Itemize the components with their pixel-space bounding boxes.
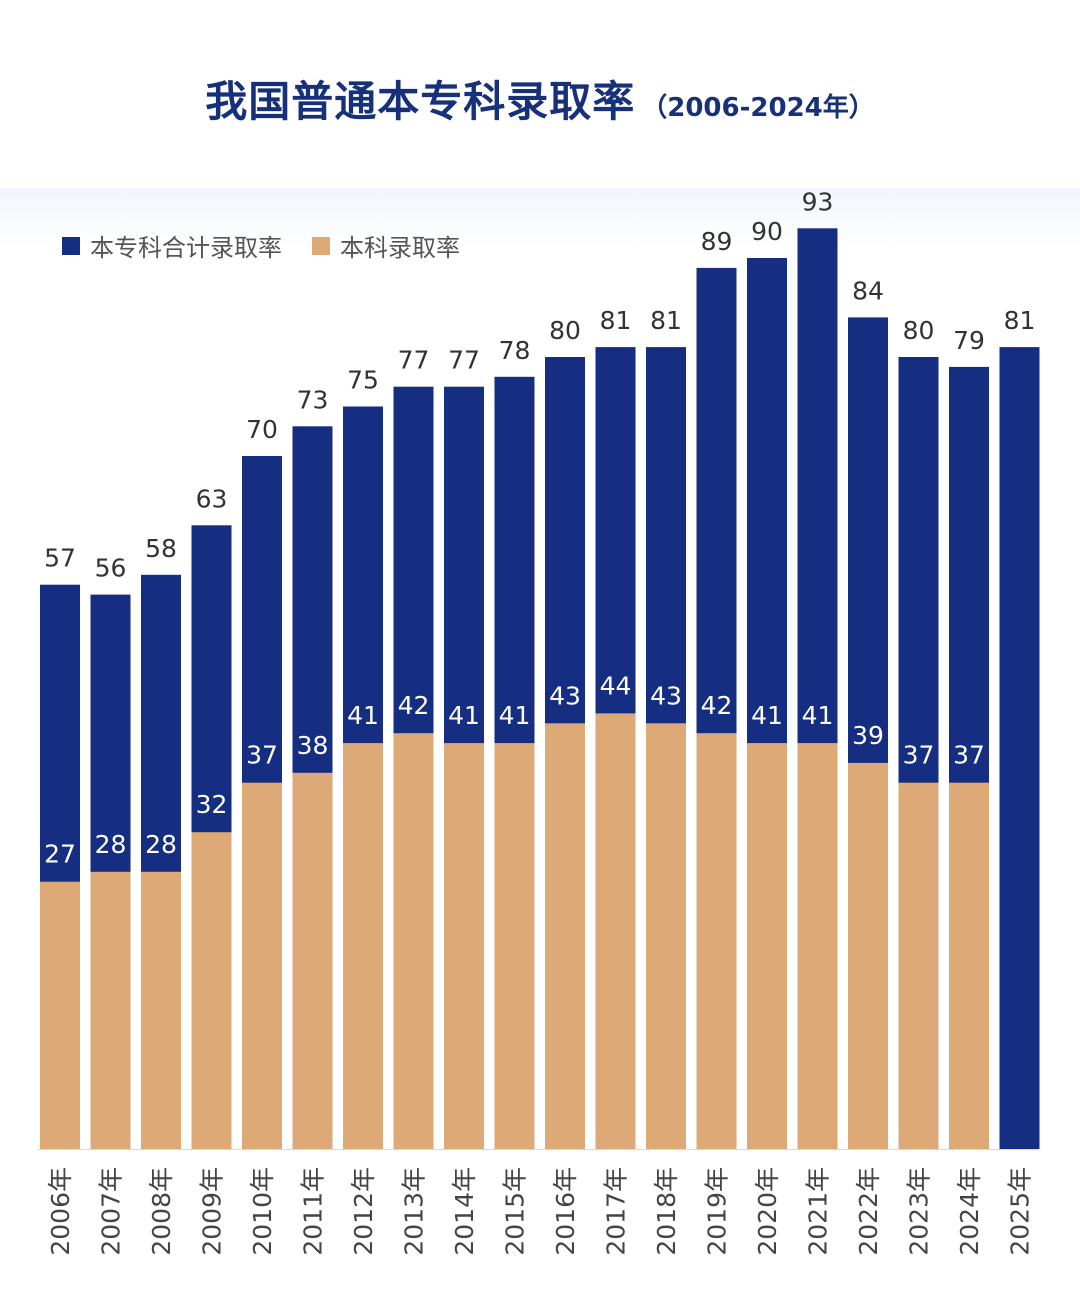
- data-label-undergrad: 37: [903, 741, 935, 770]
- data-label-undergrad: 41: [751, 701, 783, 730]
- legend-label: 本科录取率: [340, 234, 460, 262]
- data-label-total: 73: [297, 385, 329, 414]
- x-tick-label: 2014年: [450, 1167, 479, 1256]
- x-tick-label: 2022年: [854, 1167, 883, 1256]
- data-label-undergrad: 37: [953, 741, 985, 770]
- data-label-undergrad: 39: [852, 721, 884, 750]
- data-label-total: 75: [347, 366, 379, 395]
- legend-label: 本专科合计录取率: [90, 234, 282, 262]
- data-label-total: 56: [95, 554, 127, 583]
- x-tick-label: 2023年: [905, 1167, 934, 1256]
- x-tick-label: 2010年: [248, 1167, 277, 1256]
- data-label-total: 78: [499, 336, 531, 365]
- data-label-undergrad: 27: [44, 840, 76, 869]
- bar-undergrad: [949, 782, 989, 1149]
- data-label-total: 81: [600, 306, 632, 335]
- x-tick-label: 2007年: [97, 1167, 126, 1256]
- bar-undergrad: [242, 782, 282, 1149]
- data-label-total: 80: [903, 316, 935, 345]
- data-label-total: 81: [1004, 306, 1036, 335]
- bar-undergrad: [343, 743, 383, 1149]
- chart-title: 我国普通本专科录取率 （2006-2024年）: [0, 68, 1080, 129]
- bar-undergrad: [90, 871, 131, 1149]
- x-tick-label: 2011年: [299, 1167, 328, 1256]
- data-label-undergrad: 41: [448, 701, 480, 730]
- data-label-total: 70: [246, 415, 278, 444]
- data-label-total: 77: [448, 346, 480, 375]
- bar-undergrad: [141, 871, 181, 1149]
- x-tick-label: 2017年: [602, 1167, 631, 1256]
- data-label-undergrad: 38: [297, 731, 329, 760]
- x-tick-label: 2008年: [147, 1167, 176, 1256]
- data-label-total: 63: [196, 484, 228, 513]
- bar-undergrad: [595, 713, 636, 1149]
- x-tick-label: 2015年: [501, 1167, 530, 1256]
- bar-undergrad: [797, 743, 838, 1149]
- bar-undergrad: [848, 762, 888, 1149]
- legend-swatch: [312, 237, 330, 255]
- bar-undergrad: [444, 743, 484, 1149]
- bar-undergrad: [747, 743, 787, 1149]
- x-tick-label: 2021年: [804, 1167, 833, 1256]
- data-label-undergrad: 28: [145, 830, 177, 859]
- data-label-total: 93: [802, 187, 834, 216]
- data-label-undergrad: 44: [600, 671, 632, 700]
- data-label-undergrad: 28: [95, 830, 127, 859]
- data-label-total: 77: [398, 346, 430, 375]
- data-label-undergrad: 37: [246, 741, 278, 770]
- legend: 本专科合计录取率 本科录取率: [62, 234, 460, 262]
- chart-title-sub: （2006-2024年）: [641, 93, 875, 123]
- data-label-undergrad: 41: [347, 701, 379, 730]
- x-tick-label: 2016年: [551, 1167, 580, 1256]
- data-label-undergrad: 42: [398, 691, 430, 720]
- data-label-undergrad: 41: [802, 701, 834, 730]
- data-label-undergrad: 43: [549, 681, 581, 710]
- bar-total: [999, 347, 1040, 1150]
- x-tick-label: 2024年: [955, 1167, 984, 1256]
- bar-undergrad: [292, 772, 333, 1149]
- bar-undergrad: [545, 723, 585, 1149]
- data-label-undergrad: 32: [196, 790, 228, 819]
- bar-undergrad: [393, 733, 434, 1149]
- bar-undergrad: [898, 782, 939, 1149]
- data-label-undergrad: 41: [499, 701, 531, 730]
- data-label-total: 84: [852, 276, 884, 305]
- x-tick-label: 2013年: [400, 1167, 429, 1256]
- x-tick-label: 2020年: [753, 1167, 782, 1256]
- data-label-total: 90: [751, 217, 783, 246]
- data-label-total: 80: [549, 316, 581, 345]
- data-label-total: 89: [701, 227, 733, 256]
- bar-undergrad: [191, 832, 232, 1149]
- chart-title-main: 我国普通本专科录取率: [205, 77, 636, 126]
- x-tick-label: 2012年: [349, 1167, 378, 1256]
- x-tick-label: 2019年: [703, 1167, 732, 1256]
- bar-undergrad: [696, 733, 737, 1149]
- data-label-total: 57: [44, 544, 76, 573]
- bar-undergrad: [494, 743, 535, 1149]
- data-label-total: 81: [650, 306, 682, 335]
- bar-undergrad: [40, 881, 80, 1149]
- x-tick-label: 2025年: [1006, 1167, 1035, 1256]
- x-tick-label: 2006年: [46, 1167, 75, 1256]
- x-tick-label: 2018年: [652, 1167, 681, 1256]
- data-label-total: 58: [145, 534, 177, 563]
- bar-undergrad: [646, 723, 686, 1149]
- x-tick-label: 2009年: [198, 1167, 227, 1256]
- legend-swatch: [62, 237, 80, 255]
- data-label-undergrad: 42: [701, 691, 733, 720]
- data-label-total: 79: [953, 326, 985, 355]
- data-label-undergrad: 43: [650, 681, 682, 710]
